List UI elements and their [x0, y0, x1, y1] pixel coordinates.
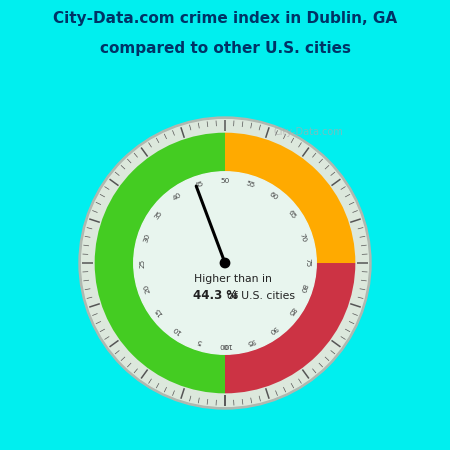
Text: 80: 80	[299, 283, 307, 294]
Wedge shape	[225, 133, 356, 263]
Text: 95: 95	[245, 337, 256, 346]
Text: 35: 35	[153, 209, 164, 220]
Circle shape	[220, 258, 230, 268]
Text: 10: 10	[171, 324, 182, 335]
Text: compared to other U.S. cities: compared to other U.S. cities	[99, 40, 351, 55]
Text: 0: 0	[223, 342, 227, 348]
Text: of U.S. cities: of U.S. cities	[228, 291, 296, 301]
Text: 75: 75	[304, 258, 310, 268]
Text: Higher than in: Higher than in	[194, 274, 272, 284]
Text: 70: 70	[299, 232, 307, 243]
Text: 20: 20	[143, 283, 151, 294]
Text: 100: 100	[218, 342, 232, 348]
Wedge shape	[94, 133, 225, 393]
Circle shape	[81, 120, 369, 406]
Text: 60: 60	[268, 191, 279, 202]
Circle shape	[134, 172, 316, 354]
Text: 50: 50	[220, 178, 230, 184]
Text: 25: 25	[140, 258, 146, 268]
Text: 65: 65	[286, 209, 297, 220]
Text: 5: 5	[197, 338, 203, 345]
Text: 55: 55	[245, 180, 256, 189]
Text: City-Data.com: City-Data.com	[273, 127, 343, 137]
Wedge shape	[225, 263, 356, 393]
Text: 45: 45	[194, 180, 205, 189]
Text: 90: 90	[268, 324, 279, 335]
Text: 40: 40	[171, 191, 182, 202]
Text: 30: 30	[143, 232, 151, 243]
Text: 85: 85	[286, 306, 297, 317]
Text: City-Data.com crime index in Dublin, GA: City-Data.com crime index in Dublin, GA	[53, 11, 397, 26]
Text: 44.3 %: 44.3 %	[194, 289, 238, 302]
Text: 15: 15	[153, 306, 164, 317]
Circle shape	[79, 117, 371, 409]
